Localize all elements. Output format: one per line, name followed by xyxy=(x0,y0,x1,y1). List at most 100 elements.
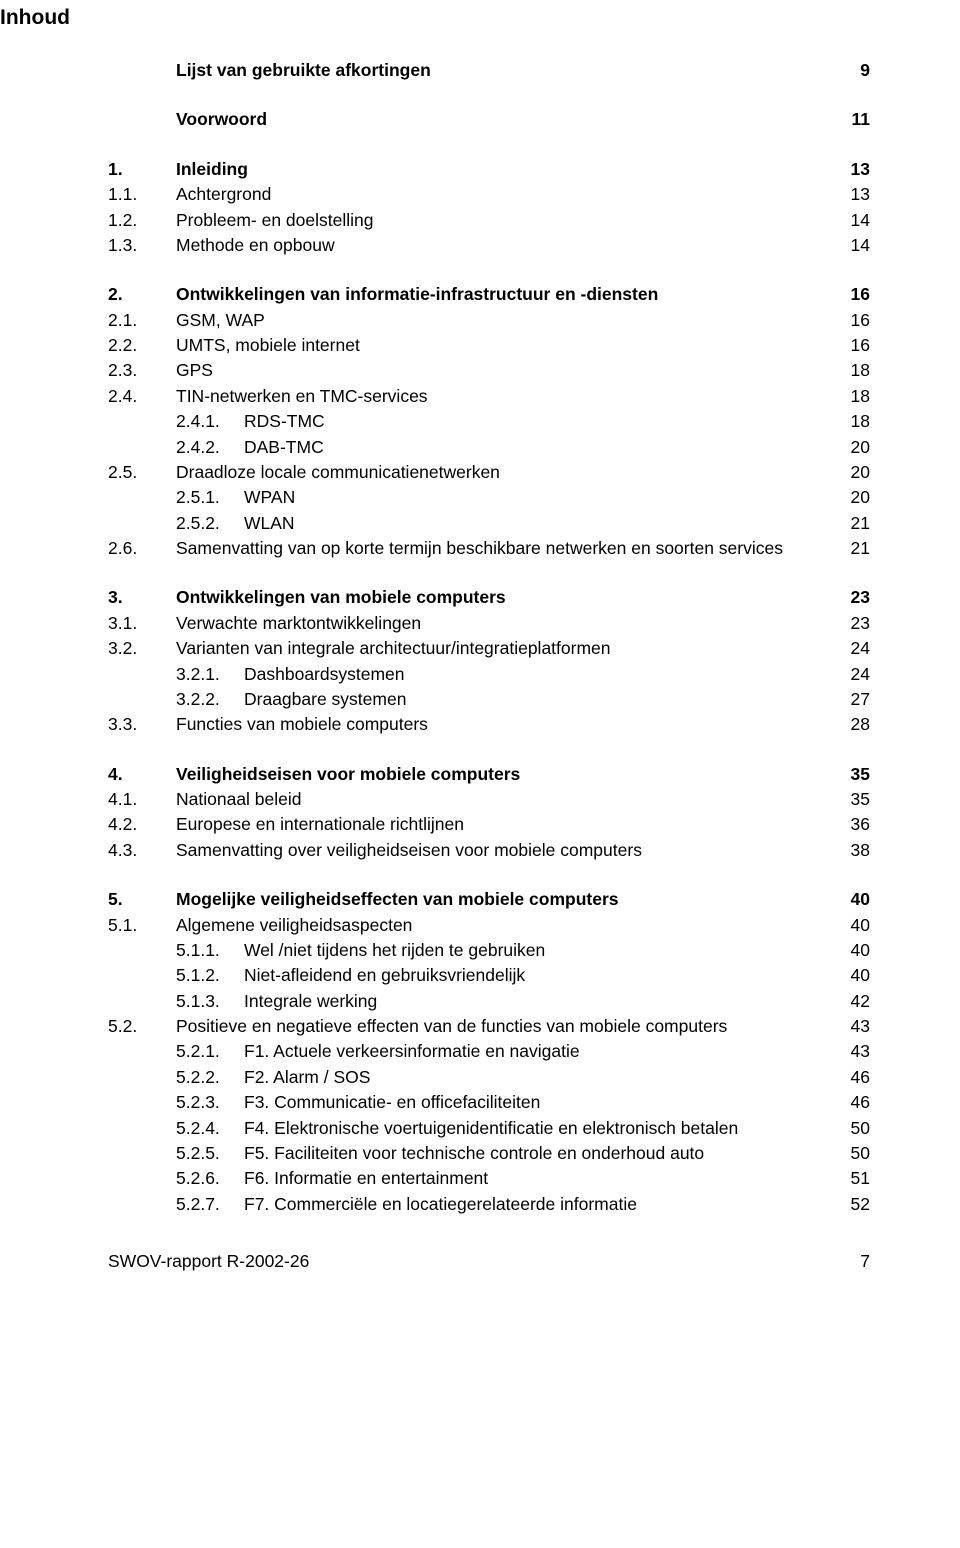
toc-entry-number: 2.4. xyxy=(108,384,176,409)
toc-entry: 5.2.Positieve en negatieve effecten van … xyxy=(108,1014,870,1039)
toc-entry: Voorwoord11 xyxy=(108,107,870,132)
toc-entry-label: Nationaal beleid xyxy=(176,787,834,812)
toc-entry-number: 3.2.2. xyxy=(176,687,244,712)
toc-entry-label: UMTS, mobiele internet xyxy=(176,333,834,358)
toc-entry-label: Lijst van gebruikte afkortingen xyxy=(176,58,834,83)
toc-entry: 2.1.GSM, WAP16 xyxy=(108,308,870,333)
toc-entry-label: Probleem- en doelstelling xyxy=(176,208,834,233)
section-gap xyxy=(108,258,870,282)
toc-entry-label: Dashboardsystemen xyxy=(244,662,834,687)
toc-entry-label: Integrale werking xyxy=(244,989,834,1014)
toc-entry-label: Draagbare systemen xyxy=(244,687,834,712)
toc-entry-number: 3. xyxy=(108,585,176,610)
section-gap xyxy=(108,863,870,887)
toc-entry: 2.5.1.WPAN20 xyxy=(108,485,870,510)
toc-entry-number: 3.2. xyxy=(108,636,176,661)
toc-entry-label: Niet-afleidend en gebruiksvriendelijk xyxy=(244,963,834,988)
toc-entry: 2.5.2.WLAN21 xyxy=(108,511,870,536)
toc-entry-number: 2.4.1. xyxy=(176,409,244,434)
toc-entry-page: 50 xyxy=(834,1116,870,1141)
toc-entry-label: F4. Elektronische voertuigenidentificati… xyxy=(244,1116,834,1141)
toc-entry-number: 5.2.6. xyxy=(176,1166,244,1191)
toc-entry: 3.2.1.Dashboardsystemen24 xyxy=(108,662,870,687)
toc-entry-number: 5.2.1. xyxy=(176,1039,244,1064)
toc-entry-number: 5.1.2. xyxy=(176,963,244,988)
toc-entry-page: 35 xyxy=(834,787,870,812)
toc-entry-page: 24 xyxy=(834,636,870,661)
toc-entry: 4.Veiligheidseisen voor mobiele computer… xyxy=(108,762,870,787)
toc-entry-page: 23 xyxy=(834,611,870,636)
toc-entry-label: GPS xyxy=(176,358,834,383)
toc-entry-label: Inleiding xyxy=(176,157,834,182)
toc-entry: 3.2.2.Draagbare systemen27 xyxy=(108,687,870,712)
toc-entry-page: 52 xyxy=(834,1192,870,1217)
toc-entry-number: 5.2.3. xyxy=(176,1090,244,1115)
toc-entry-page: 16 xyxy=(834,333,870,358)
toc-entry-number: 2.5. xyxy=(108,460,176,485)
toc-entry: 1.2.Probleem- en doelstelling14 xyxy=(108,208,870,233)
toc-entry-label: TIN-netwerken en TMC-services xyxy=(176,384,834,409)
toc-entry: 2.4.2.DAB-TMC20 xyxy=(108,435,870,460)
toc-entry-page: 46 xyxy=(834,1065,870,1090)
toc-entry-page: 43 xyxy=(834,1039,870,1064)
toc-entry-label: RDS-TMC xyxy=(244,409,834,434)
toc-entry-label: F2. Alarm / SOS xyxy=(244,1065,834,1090)
toc-entry: 3.3.Functies van mobiele computers28 xyxy=(108,712,870,737)
toc-entry: 5.1.1.Wel /niet tijdens het rijden te ge… xyxy=(108,938,870,963)
toc-entry-label: Draadloze locale communicatienetwerken xyxy=(176,460,834,485)
document-page: Inhoud Lijst van gebruikte afkortingen9 V… xyxy=(0,0,960,1302)
toc-entry-number: 1.2. xyxy=(108,208,176,233)
toc-entry: 4.2.Europese en internationale richtlijn… xyxy=(108,812,870,837)
toc-entry: 2.5.Draadloze locale communicatienetwerk… xyxy=(108,460,870,485)
toc-entry-page: 21 xyxy=(834,511,870,536)
footer-page-number: 7 xyxy=(834,1251,870,1272)
toc-entry-page: 50 xyxy=(834,1141,870,1166)
toc-entry-page: 21 xyxy=(834,536,870,561)
toc-entry: 2.4.TIN-netwerken en TMC-services18 xyxy=(108,384,870,409)
toc-entry-label: F3. Communicatie- en officefaciliteiten xyxy=(244,1090,834,1115)
toc-entry-label: Samenvatting over veiligheidseisen voor … xyxy=(176,838,834,863)
toc-entry-label: Verwachte marktontwikkelingen xyxy=(176,611,834,636)
table-of-contents: Lijst van gebruikte afkortingen9 Voorwoor… xyxy=(108,58,870,1217)
toc-entry: 5.2.6.F6. Informatie en entertainment51 xyxy=(108,1166,870,1191)
toc-entry-page: 24 xyxy=(834,662,870,687)
page-footer: SWOV-rapport R-2002-26 7 xyxy=(108,1251,870,1272)
toc-entry-page: 14 xyxy=(834,208,870,233)
toc-entry: 1.1.Achtergrond13 xyxy=(108,182,870,207)
toc-entry-label: Samenvatting van op korte termijn beschi… xyxy=(176,536,834,561)
toc-entry-number: 5. xyxy=(108,887,176,912)
toc-entry-label: GSM, WAP xyxy=(176,308,834,333)
toc-entry-label: Ontwikkelingen van mobiele computers xyxy=(176,585,834,610)
toc-entry-number: 2.3. xyxy=(108,358,176,383)
page-title: Inhoud xyxy=(0,6,870,30)
toc-entry-number: 2.4.2. xyxy=(176,435,244,460)
toc-entry: 5.1.3.Integrale werking42 xyxy=(108,989,870,1014)
toc-entry-label: F7. Commerciële en locatiegerelateerde i… xyxy=(244,1192,834,1217)
toc-entry-label: DAB-TMC xyxy=(244,435,834,460)
toc-entry-number: 5.2.7. xyxy=(176,1192,244,1217)
toc-entry: 3.1.Verwachte marktontwikkelingen23 xyxy=(108,611,870,636)
toc-entry-page: 40 xyxy=(834,887,870,912)
toc-entry: Lijst van gebruikte afkortingen9 xyxy=(108,58,870,83)
toc-entry-label: Achtergrond xyxy=(176,182,834,207)
toc-entry-page: 40 xyxy=(834,938,870,963)
toc-entry-page: 13 xyxy=(834,157,870,182)
toc-entry-number: 2. xyxy=(108,282,176,307)
toc-entry-number: 3.2.1. xyxy=(176,662,244,687)
toc-entry-page: 38 xyxy=(834,838,870,863)
toc-entry-page: 27 xyxy=(834,687,870,712)
toc-entry-page: 36 xyxy=(834,812,870,837)
toc-entry-page: 11 xyxy=(834,107,870,132)
toc-entry-page: 28 xyxy=(834,712,870,737)
toc-entry-page: 16 xyxy=(834,308,870,333)
toc-entry: 2.2.UMTS, mobiele internet16 xyxy=(108,333,870,358)
toc-entry: 5.2.3.F3. Communicatie- en officefacilit… xyxy=(108,1090,870,1115)
toc-entry: 5.2.7.F7. Commerciële en locatiegerelate… xyxy=(108,1192,870,1217)
toc-entry-page: 16 xyxy=(834,282,870,307)
toc-entry-label: Functies van mobiele computers xyxy=(176,712,834,737)
toc-entry-page: 40 xyxy=(834,913,870,938)
toc-entry-page: 46 xyxy=(834,1090,870,1115)
toc-entry-page: 42 xyxy=(834,989,870,1014)
toc-entry-page: 20 xyxy=(834,435,870,460)
toc-entry: 4.3.Samenvatting over veiligheidseisen v… xyxy=(108,838,870,863)
